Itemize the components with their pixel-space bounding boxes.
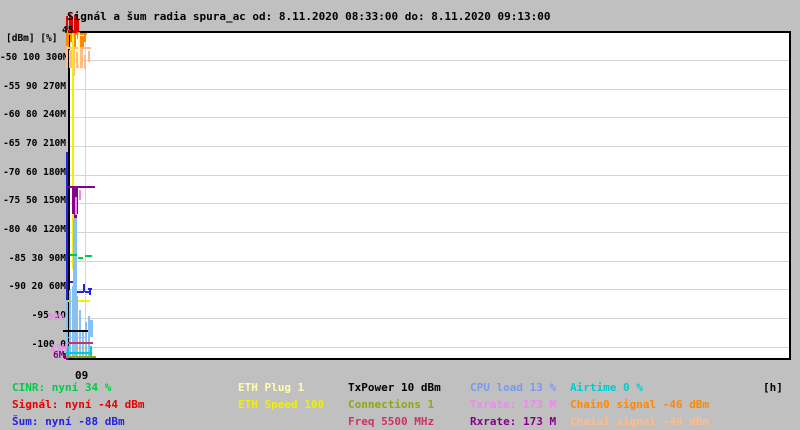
y-axis-tick-label: -50 100 300M — [0, 52, 69, 63]
legend-item-eth_plug: ETH Plug 1 — [238, 381, 305, 394]
series-mark-cpu_hist — [90, 320, 93, 337]
y-axis-tick-label: -65 70 210M — [3, 138, 66, 149]
gridline-horizontal — [70, 261, 789, 262]
y-axis-tick-label: -95 10 — [31, 310, 66, 321]
series-mark-signal — [71, 18, 73, 31]
page-title: Signál a šum radia spura_ac od: 8.11.202… — [67, 10, 551, 23]
series-mark-cpu_hist — [68, 337, 86, 338]
series-mark-chain0 — [73, 34, 76, 49]
y-axis-marker-13M: 13M — [50, 343, 68, 354]
gridline-horizontal — [70, 146, 789, 147]
legend-item-rxrate: Rxrate: 173 M — [470, 415, 557, 428]
series-mark-eth_speed — [72, 33, 74, 269]
x-axis-unit-label: [h] — [763, 381, 783, 394]
gridline-horizontal — [70, 60, 789, 61]
series-mark-chain1 — [66, 46, 68, 68]
series-mark-txpower — [63, 330, 88, 332]
legend-item-txrate: Txrate: 173 M — [470, 398, 557, 411]
legend-item-freq: Freq 5500 MHz — [348, 415, 435, 428]
series-mark-cinr — [78, 257, 83, 259]
series-mark-cpu_hist — [82, 330, 84, 358]
series-mark-cpu_hist — [85, 322, 87, 358]
series-mark-signal — [69, 14, 71, 31]
series-mark-freq — [68, 342, 93, 344]
y-axis-tick-label: -80 40 120M — [3, 224, 66, 235]
series-mark-noise — [66, 152, 68, 360]
y-axis-tick-label: -70 60 180M — [3, 167, 66, 178]
y-axis-units-label: [dBm] [%] — [6, 33, 58, 44]
series-mark-signal — [68, 30, 78, 33]
gridline-horizontal — [70, 232, 789, 233]
legend-item-connections: Connections 1 — [348, 398, 435, 411]
series-mark-airtime — [66, 352, 92, 354]
legend-item-txpower: TxPower 10 dBm — [348, 381, 441, 394]
y-axis-tick-label: -75 50 150M — [3, 195, 66, 206]
series-mark-chain0 — [80, 36, 84, 49]
y-axis-tick-label: -60 80 240M — [3, 109, 66, 120]
gridline-horizontal — [70, 347, 789, 348]
series-mark-rxrate — [68, 186, 95, 188]
y-axis-marker-39M: 39M — [47, 312, 65, 323]
series-mark-chain0 — [66, 32, 69, 48]
y-axis-tick-label: -55 90 270M — [3, 81, 66, 92]
series-mark-noise — [74, 291, 84, 293]
gridline-horizontal — [70, 318, 789, 319]
legend-item-chain0: Chain0 signal -46 dBm — [570, 398, 710, 411]
series-mark-eth_speed — [68, 300, 90, 302]
series-mark-chain1 — [88, 51, 90, 62]
series-mark-chain0 — [70, 33, 72, 42]
series-mark-noise — [70, 281, 74, 283]
series-mark-chain1 — [69, 50, 72, 68]
series-mark-cinr — [70, 254, 77, 256]
series-mark-chain0 — [84, 33, 86, 42]
series-mark-cpu_hist — [69, 290, 71, 358]
gridline-horizontal — [70, 203, 789, 204]
gridline-horizontal — [70, 175, 789, 176]
series-mark-airtime — [90, 346, 92, 357]
series-mark-airtime — [67, 346, 69, 357]
legend-item-noise: Šum: nyní -88 dBm — [12, 415, 125, 428]
legend-item-signal: Signál: nyní -44 dBm — [12, 398, 145, 411]
series-mark-connections — [66, 356, 96, 358]
series-mark-signal — [77, 20, 79, 31]
legend-item-cinr: CINR: nyní 34 % — [12, 381, 112, 394]
legend-item-chain1: Chain1 signal -49 dBm — [570, 415, 710, 428]
gridline-horizontal — [70, 117, 789, 118]
series-mark-signal — [66, 16, 68, 30]
legend-item-eth_speed: ETH Speed 100 — [238, 398, 325, 411]
series-mark-eth_plug — [78, 33, 80, 65]
series-mark-noise — [83, 284, 85, 292]
series-mark-chain1 — [73, 48, 75, 76]
y-axis-marker-6M: 6M — [53, 350, 65, 361]
legend-item-airtime: Airtime 0 % — [570, 381, 643, 394]
plot-area — [68, 31, 791, 360]
legend-item-cpu: CPU load 13 % — [470, 381, 557, 394]
series-mark-txrate — [79, 190, 81, 200]
series-mark-cpu_hist — [72, 286, 75, 358]
series-mark-chain1 — [80, 47, 83, 68]
gridline-horizontal — [70, 89, 789, 90]
gridline-horizontal — [70, 289, 789, 290]
y-axis-tick-label: -100 0 — [31, 339, 66, 350]
series-mark-txrate — [75, 197, 77, 215]
series-mark-cpu_hist — [79, 310, 81, 358]
series-mark-chain1 — [84, 55, 86, 69]
x-axis-tick-09: 09 — [75, 369, 89, 382]
y-axis-top-marker: 45 — [62, 25, 74, 36]
series-mark-cpu_hist — [88, 316, 90, 358]
y-axis-tick-label: -90 20 60M — [8, 281, 66, 292]
series-mark-cpu_hist — [73, 218, 77, 358]
series-mark-chain1 — [76, 52, 79, 68]
series-mark-signal — [74, 15, 77, 31]
series-mark-cpu_hist — [66, 300, 68, 358]
gridline-vertical-hour — [85, 33, 86, 358]
series-mark-cinr — [85, 255, 92, 257]
series-mark-noise — [89, 288, 91, 295]
series-mark-noise — [85, 291, 89, 293]
y-axis-tick-label: -85 30 90M — [8, 253, 66, 264]
series-mark-cpu_hist — [76, 296, 78, 358]
